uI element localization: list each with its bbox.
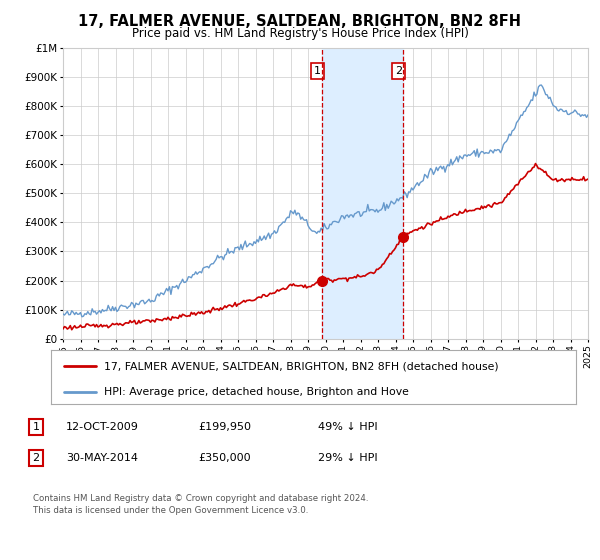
- Text: Price paid vs. HM Land Registry's House Price Index (HPI): Price paid vs. HM Land Registry's House …: [131, 27, 469, 40]
- Text: 30-MAY-2014: 30-MAY-2014: [66, 453, 138, 463]
- Text: HPI: Average price, detached house, Brighton and Hove: HPI: Average price, detached house, Brig…: [104, 388, 409, 398]
- Text: 29% ↓ HPI: 29% ↓ HPI: [318, 453, 377, 463]
- Text: 2: 2: [32, 453, 40, 463]
- Text: 17, FALMER AVENUE, SALTDEAN, BRIGHTON, BN2 8FH: 17, FALMER AVENUE, SALTDEAN, BRIGHTON, B…: [79, 14, 521, 29]
- Text: 17, FALMER AVENUE, SALTDEAN, BRIGHTON, BN2 8FH (detached house): 17, FALMER AVENUE, SALTDEAN, BRIGHTON, B…: [104, 361, 498, 371]
- Text: 2: 2: [395, 66, 402, 76]
- Text: This data is licensed under the Open Government Licence v3.0.: This data is licensed under the Open Gov…: [33, 506, 308, 515]
- Text: 1: 1: [32, 422, 40, 432]
- Text: 12-OCT-2009: 12-OCT-2009: [66, 422, 139, 432]
- Text: 49% ↓ HPI: 49% ↓ HPI: [318, 422, 377, 432]
- Text: 1: 1: [314, 66, 321, 76]
- Text: £350,000: £350,000: [198, 453, 251, 463]
- Bar: [322, 48, 403, 339]
- Text: Contains HM Land Registry data © Crown copyright and database right 2024.: Contains HM Land Registry data © Crown c…: [33, 494, 368, 503]
- Text: £199,950: £199,950: [198, 422, 251, 432]
